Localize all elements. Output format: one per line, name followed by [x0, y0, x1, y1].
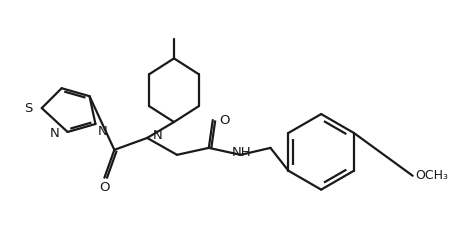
Text: OCH₃: OCH₃ [415, 169, 448, 182]
Text: N: N [97, 125, 107, 138]
Text: O: O [99, 181, 109, 194]
Text: S: S [25, 102, 33, 115]
Text: O: O [219, 114, 230, 127]
Text: NH: NH [231, 146, 251, 159]
Text: N: N [50, 128, 60, 140]
Text: N: N [153, 130, 162, 142]
